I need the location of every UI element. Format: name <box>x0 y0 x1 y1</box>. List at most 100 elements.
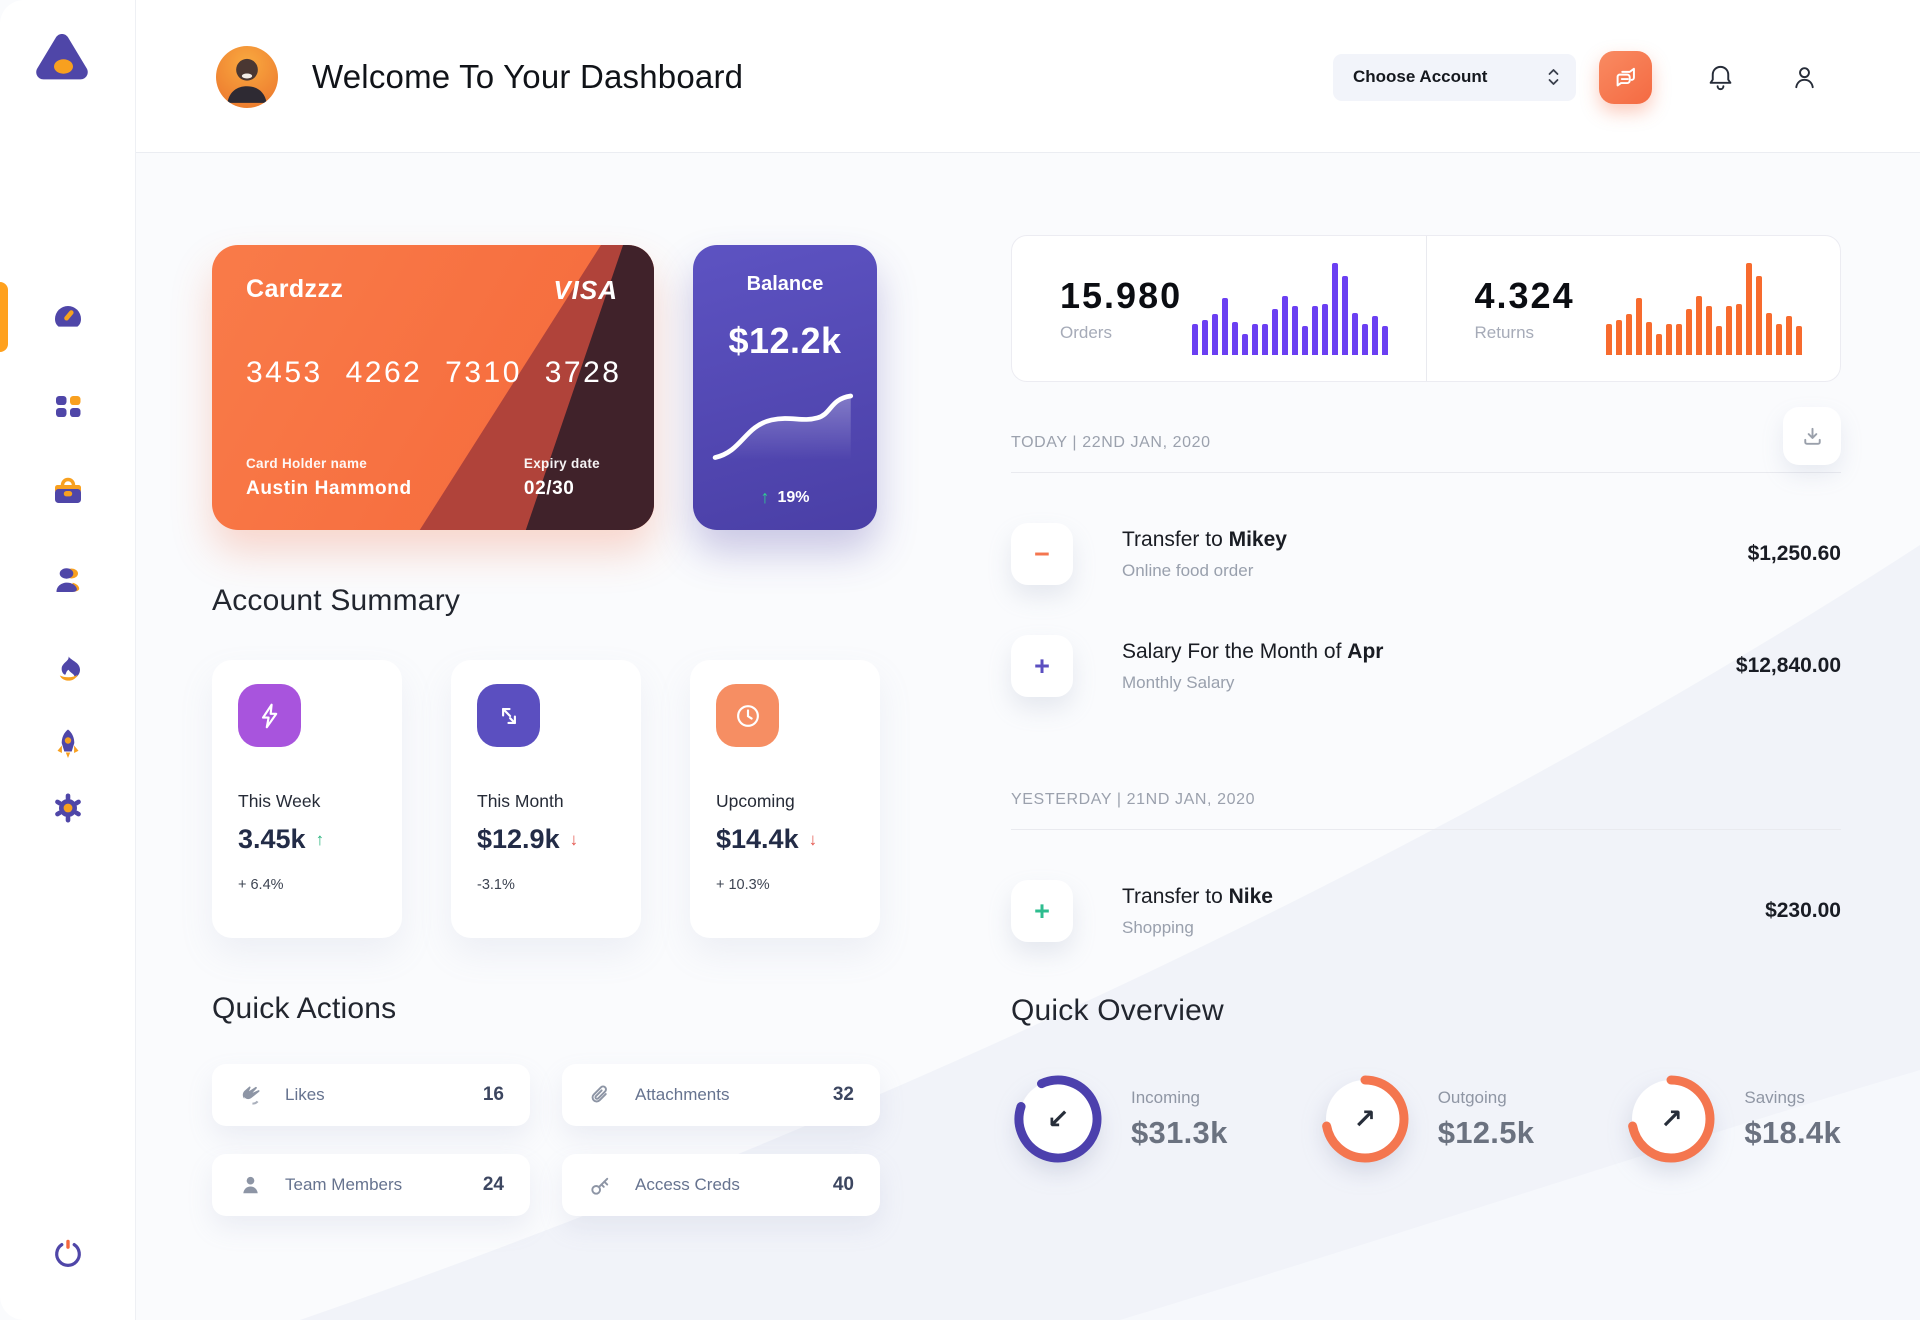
quick-actions-grid: Likes 16 Attachments 32 Team Members 24 <box>212 1064 880 1216</box>
arrow-up-icon: ↑ <box>315 829 325 849</box>
arrow-down-icon: ↓ <box>808 829 818 849</box>
quick-action-likes[interactable]: Likes 16 <box>212 1064 530 1126</box>
summary-change: + 10.3% <box>716 877 770 893</box>
quick-action-access-creds[interactable]: Access Creds 40 <box>562 1154 880 1216</box>
top-header: Welcome To Your Dashboard Choose Account <box>136 0 1920 153</box>
gear-icon <box>55 793 81 823</box>
transaction-row[interactable]: + Salary For the Month of Apr Monthly Sa… <box>1011 635 1841 697</box>
outgoing-stat: ↗ Outgoing $12.5k <box>1318 1072 1535 1166</box>
plus-icon: + <box>1011 635 1073 697</box>
transaction-texts: Transfer to Mikey Online food order <box>1122 528 1287 581</box>
transaction-subtitle: Shopping <box>1122 917 1194 937</box>
dashboard-gauge-icon <box>55 306 81 327</box>
transaction-amount: $1,250.60 <box>1747 542 1841 565</box>
paperclip-icon <box>591 1085 607 1102</box>
sidebar-item-work[interactable] <box>47 471 89 513</box>
outgoing-label: Outgoing <box>1437 1087 1507 1107</box>
orders-returns-card: 15.980 Orders 4.324 Returns <box>1011 235 1841 382</box>
transaction-amount: $12,840.00 <box>1735 654 1841 677</box>
cards-row: Cardzzz VISA 3453 4262 7310 3728 Card Ho… <box>212 245 880 530</box>
quick-actions-heading: Quick Actions <box>212 992 397 1025</box>
summary-label: This Week <box>238 791 321 811</box>
summary-card-this-week: This Week 3.45k ↑ + 6.4% <box>212 660 402 938</box>
sidebar-item-activity[interactable] <box>47 649 89 691</box>
clap-icon <box>242 1086 260 1105</box>
download-icon <box>1803 427 1821 445</box>
summary-card-this-month: This Month $12.9k ↓ -3.1% <box>451 660 641 938</box>
sidebar-item-apps[interactable] <box>47 385 89 427</box>
quick-action-team-members[interactable]: Team Members 24 <box>212 1154 530 1216</box>
yesterday-header: YESTERDAY | 21ND JAN, 2020 <box>1011 791 1256 808</box>
incoming-donut: ↙ <box>1011 1072 1105 1166</box>
quick-action-label: Likes <box>285 1085 325 1104</box>
header-actions: Choose Account <box>1333 50 1820 104</box>
divider <box>1011 829 1841 830</box>
savings-label: Savings <box>1744 1087 1805 1107</box>
card-holder-name: Austin Hammond <box>246 478 412 499</box>
quick-action-label: Attachments <box>635 1085 730 1104</box>
rocket-icon <box>57 729 79 758</box>
balance-card: Balance $12.2k ↑ 19% <box>693 245 877 530</box>
summary-card-upcoming: Upcoming $14.4k ↓ + 10.3% <box>690 660 880 938</box>
clock-icon <box>716 684 779 747</box>
transaction-subtitle: Online food order <box>1122 560 1254 580</box>
arrow-up-right-icon: ↗ <box>1660 1103 1683 1135</box>
minus-icon: − <box>1011 523 1073 585</box>
balance-change: ↑ 19% <box>760 487 809 508</box>
sidebar-item-contacts[interactable] <box>47 560 89 602</box>
sidebar-item-dashboard[interactable] <box>47 295 89 337</box>
returns-value: 4.324 <box>1474 274 1575 316</box>
left-column: Cardzzz VISA 3453 4262 7310 3728 Card Ho… <box>212 245 880 1216</box>
app-logo[interactable] <box>30 28 94 92</box>
messages-button[interactable] <box>1599 50 1652 104</box>
savings-stat: ↗ Savings $18.4k <box>1624 1072 1841 1166</box>
transaction-title: Transfer to Nike <box>1122 884 1273 908</box>
card-holder-block: Card Holder name Austin Hammond <box>246 456 412 500</box>
balance-label: Balance <box>746 273 824 295</box>
orders-bar-chart <box>1191 263 1388 355</box>
apps-grid-icon <box>56 396 81 417</box>
transaction-row[interactable]: + Transfer to Nike Shopping $230.00 <box>1011 880 1841 942</box>
summary-value: 3.45k ↑ <box>238 824 325 854</box>
summary-change: -3.1% <box>477 877 515 893</box>
sidebar-item-launch[interactable] <box>47 723 89 765</box>
orders-label: Orders <box>1060 322 1112 342</box>
transaction-title: Salary For the Month of Apr <box>1122 639 1384 663</box>
bell-icon <box>1709 65 1731 90</box>
briefcase-icon <box>55 477 81 503</box>
notifications-button[interactable] <box>1704 61 1736 93</box>
transaction-row[interactable]: − Transfer to Mikey Online food order $1… <box>1011 523 1841 585</box>
transaction-texts: Transfer to Nike Shopping <box>1122 885 1273 938</box>
card-holder-label: Card Holder name <box>246 456 368 471</box>
sidebar-item-settings[interactable] <box>47 787 89 829</box>
quick-action-attachments[interactable]: Attachments 32 <box>562 1064 880 1126</box>
account-select[interactable]: Choose Account <box>1333 53 1576 101</box>
incoming-label: Incoming <box>1131 1087 1200 1107</box>
credit-card: Cardzzz VISA 3453 4262 7310 3728 Card Ho… <box>212 245 654 530</box>
power-icon <box>55 1239 81 1267</box>
returns-label: Returns <box>1474 322 1535 342</box>
trend-up-icon: ↑ <box>760 487 770 507</box>
active-nav-indicator <box>0 282 8 352</box>
card-number: 3453 4262 7310 3728 <box>246 356 622 389</box>
right-column: 15.980 Orders 4.324 Returns TODAY | 22ND… <box>1011 235 1841 1166</box>
today-header: TODAY | 22ND JAN, 2020 <box>1011 434 1211 451</box>
quick-action-count: 16 <box>482 1084 504 1105</box>
account-summary-cards: This Week 3.45k ↑ + 6.4% This Month $12.… <box>212 660 880 938</box>
profile-button[interactable] <box>1788 61 1820 93</box>
page-title: Welcome To Your Dashboard <box>312 58 744 95</box>
user-avatar[interactable] <box>216 46 278 108</box>
sidebar-item-logout[interactable] <box>47 1233 89 1275</box>
arrow-down-icon: ↓ <box>569 829 579 849</box>
outgoing-donut: ↗ <box>1318 1072 1412 1166</box>
download-button[interactable] <box>1783 407 1841 465</box>
summary-change: + 6.4% <box>238 877 284 893</box>
quick-overview-heading: Quick Overview <box>1011 994 1224 1027</box>
quick-action-count: 32 <box>832 1084 854 1105</box>
account-summary-heading: Account Summary <box>212 584 461 617</box>
transfer-arrows-icon <box>477 684 540 747</box>
visa-logo: VISA <box>553 275 618 305</box>
orders-value: 15.980 <box>1060 274 1183 316</box>
profile-icon <box>1794 66 1814 88</box>
